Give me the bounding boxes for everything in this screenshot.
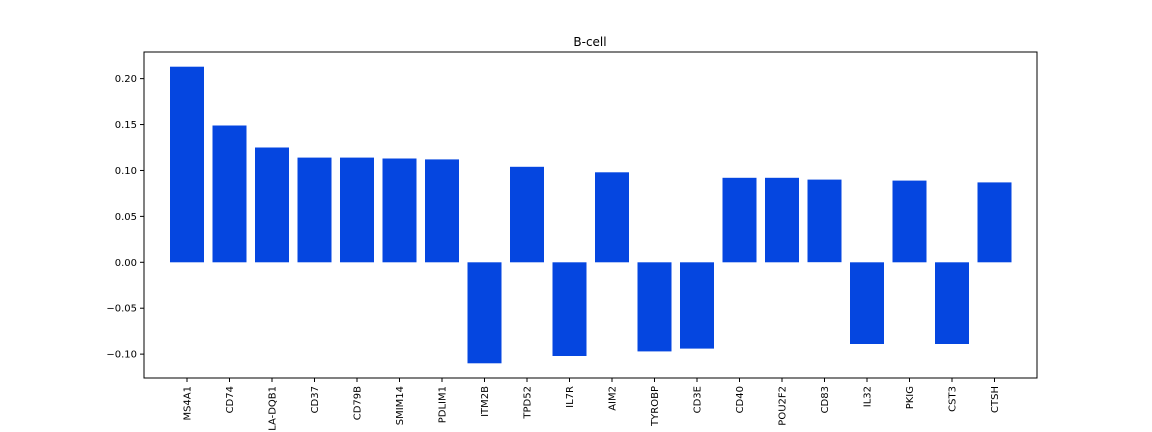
bar-ctsh [977, 182, 1012, 263]
bar-cst3 [935, 262, 969, 344]
x-tick-label: SMIM14 [395, 386, 406, 425]
x-tick-label: CD79B [353, 386, 364, 420]
x-tick-label: TPD52 [523, 386, 534, 420]
bar-smim14 [382, 158, 417, 263]
x-tick-label: ITM2B [480, 386, 491, 417]
x-tick-label: IL32 [863, 386, 874, 407]
x-tick-label: CD83 [820, 386, 831, 413]
bar-tpd52 [510, 166, 544, 263]
y-tick-label: −0.10 [106, 350, 137, 361]
x-tick-label: CD3E [693, 386, 704, 413]
bar-la-dqb1 [255, 147, 289, 263]
x-tick-label: MS4A1 [183, 386, 194, 421]
bar-cd40 [722, 177, 757, 263]
bar-itm2b [467, 262, 502, 364]
y-tick-label: 0.20 [115, 74, 137, 85]
plot-frame [143, 51, 1038, 379]
x-axis: MS4A1 CD74 LA-DQB1 CD37 CD79B SMIM14 PDLIM1 ITM… [183, 378, 1001, 431]
x-tick-label: AIM2 [608, 386, 619, 411]
bar-pou2f2 [765, 177, 799, 263]
y-tick-label: 0.15 [115, 120, 137, 131]
bar-tyrobp [637, 262, 672, 352]
y-tick-label: 0.10 [115, 166, 137, 177]
x-tick-label: CD40 [735, 386, 746, 413]
x-tick-label: PKIG [905, 386, 916, 409]
bar-cd74 [212, 125, 247, 263]
x-tick-label: TYROBP [650, 386, 661, 427]
bar-aim2 [595, 172, 629, 263]
bar-cd37 [297, 157, 332, 263]
bar-pkig [892, 180, 927, 263]
x-tick-label: PDLIM1 [438, 386, 449, 423]
y-tick-label: −0.05 [106, 304, 137, 315]
x-tick-label: CST3 [948, 386, 959, 412]
x-tick-label: LA-DQB1 [268, 386, 279, 431]
bar-pdlim1 [425, 159, 459, 263]
y-axis: −0.10 −0.05 0.00 0.05 0.10 0.15 0.20 [106, 74, 144, 361]
bar-cd83 [807, 179, 842, 263]
x-tick-label: POU2F2 [778, 386, 789, 426]
chart-title: B-cell [573, 35, 606, 49]
x-tick-label: CTSH [990, 386, 1001, 413]
bars-group [170, 66, 1012, 364]
bar-il7r [552, 262, 587, 356]
bar-cd3e [680, 262, 714, 349]
x-tick-label: CD74 [225, 386, 236, 413]
x-tick-label: CD37 [310, 386, 321, 413]
bar-cd79b [340, 157, 374, 263]
y-tick-label: 0.05 [115, 212, 137, 223]
y-tick-label: 0.00 [115, 258, 137, 269]
bar-ms4a1 [170, 66, 204, 263]
x-tick-label: IL7R [565, 386, 576, 408]
bar-il32 [850, 262, 884, 344]
